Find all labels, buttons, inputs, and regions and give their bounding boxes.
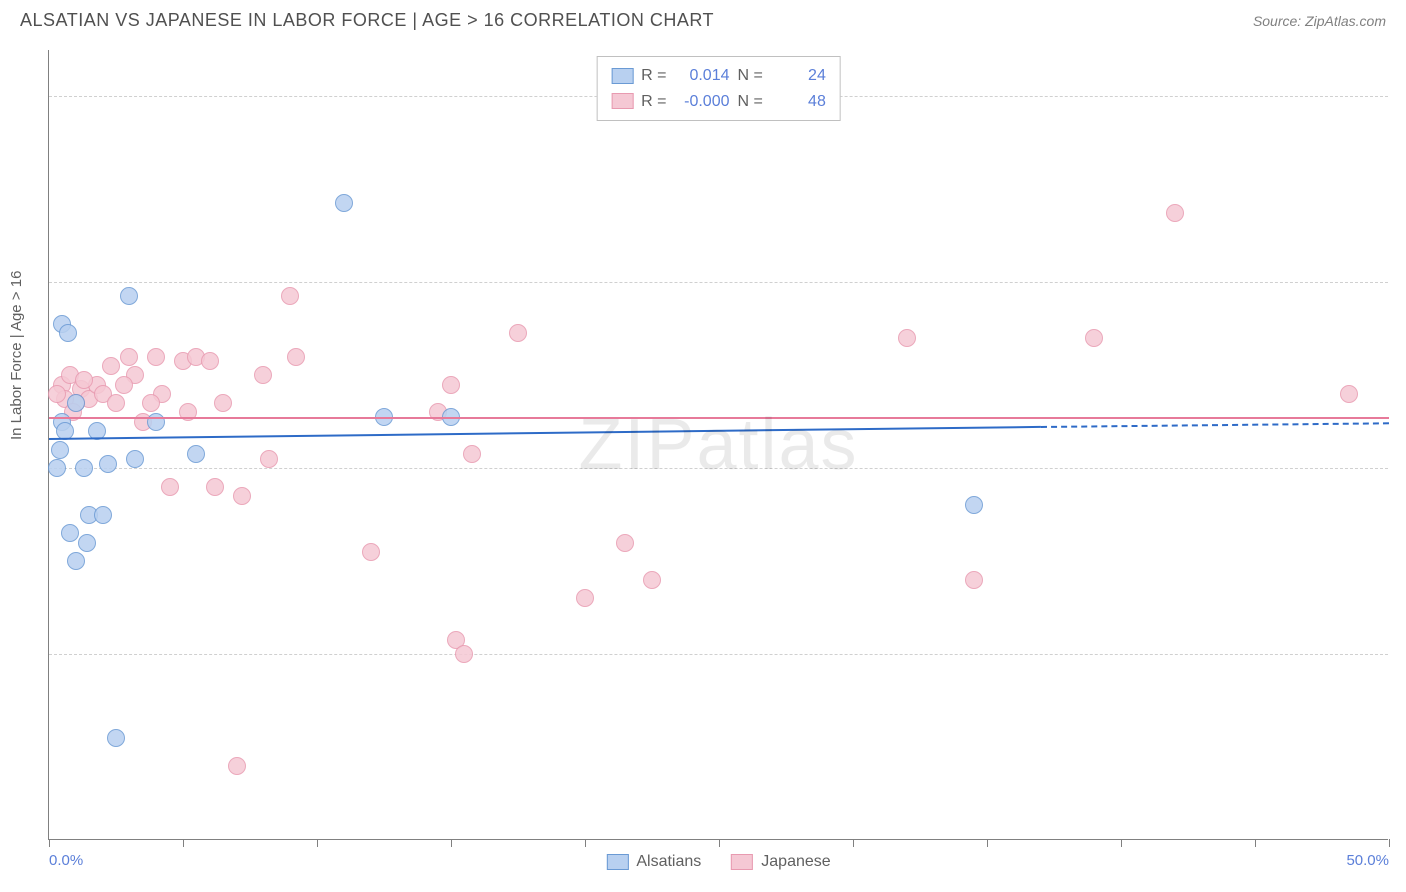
data-point bbox=[147, 413, 165, 431]
data-point bbox=[48, 385, 66, 403]
legend-row-alsatians: R = 0.014 N = 24 bbox=[611, 63, 826, 89]
data-point bbox=[233, 487, 251, 505]
correlation-legend: R = 0.014 N = 24 R = -0.000 N = 48 bbox=[596, 56, 841, 121]
legend-item-alsatians: Alsatians bbox=[606, 853, 701, 871]
x-tick bbox=[1121, 839, 1122, 847]
swatch-japanese bbox=[731, 854, 753, 870]
data-point bbox=[335, 194, 353, 212]
x-tick bbox=[183, 839, 184, 847]
data-point bbox=[107, 729, 125, 747]
trend-line bbox=[49, 426, 1041, 440]
y-tick-label: 60.0% bbox=[1398, 460, 1406, 477]
data-point bbox=[120, 348, 138, 366]
x-tick bbox=[1389, 839, 1390, 847]
data-point bbox=[228, 757, 246, 775]
data-point bbox=[643, 571, 661, 589]
data-point bbox=[1166, 204, 1184, 222]
x-tick bbox=[49, 839, 50, 847]
n-label: N = bbox=[738, 89, 763, 115]
data-point bbox=[78, 534, 96, 552]
data-point bbox=[51, 441, 69, 459]
r-label: R = bbox=[641, 63, 666, 89]
data-point bbox=[115, 376, 133, 394]
data-point bbox=[67, 552, 85, 570]
data-point bbox=[442, 376, 460, 394]
source-attribution: Source: ZipAtlas.com bbox=[1253, 13, 1386, 29]
x-tick bbox=[719, 839, 720, 847]
y-axis-label: In Labor Force | Age > 16 bbox=[8, 271, 25, 440]
chart-title: ALSATIAN VS JAPANESE IN LABOR FORCE | AG… bbox=[20, 10, 714, 31]
data-point bbox=[455, 645, 473, 663]
data-point bbox=[898, 329, 916, 347]
gridline bbox=[49, 654, 1388, 655]
data-point bbox=[75, 459, 93, 477]
r-value-japanese: -0.000 bbox=[675, 89, 730, 115]
data-point bbox=[107, 394, 125, 412]
x-tick bbox=[585, 839, 586, 847]
legend-label: Japanese bbox=[761, 853, 830, 871]
data-point bbox=[1340, 385, 1358, 403]
data-point bbox=[254, 366, 272, 384]
data-point bbox=[201, 352, 219, 370]
x-tick-label: 50.0% bbox=[1346, 852, 1389, 869]
swatch-japanese bbox=[611, 93, 633, 109]
data-point bbox=[99, 455, 117, 473]
n-value-alsatians: 24 bbox=[771, 63, 826, 89]
data-point bbox=[509, 324, 527, 342]
data-point bbox=[206, 478, 224, 496]
data-point bbox=[616, 534, 634, 552]
scatter-chart: ZIPatlas R = 0.014 N = 24 R = -0.000 N =… bbox=[48, 50, 1388, 840]
legend-item-japanese: Japanese bbox=[731, 853, 830, 871]
legend-row-japanese: R = -0.000 N = 48 bbox=[611, 89, 826, 115]
data-point bbox=[362, 543, 380, 561]
swatch-alsatians bbox=[606, 854, 628, 870]
x-tick bbox=[317, 839, 318, 847]
gridline bbox=[49, 468, 1388, 469]
data-point bbox=[965, 496, 983, 514]
r-label: R = bbox=[641, 89, 666, 115]
x-tick bbox=[1255, 839, 1256, 847]
data-point bbox=[94, 506, 112, 524]
r-value-alsatians: 0.014 bbox=[675, 63, 730, 89]
data-point bbox=[75, 371, 93, 389]
series-legend: Alsatians Japanese bbox=[606, 853, 830, 871]
data-point bbox=[67, 394, 85, 412]
data-point bbox=[260, 450, 278, 468]
data-point bbox=[1085, 329, 1103, 347]
chart-header: ALSATIAN VS JAPANESE IN LABOR FORCE | AG… bbox=[0, 0, 1406, 39]
n-label: N = bbox=[738, 63, 763, 89]
x-tick bbox=[987, 839, 988, 847]
gridline bbox=[49, 282, 1388, 283]
data-point bbox=[61, 524, 79, 542]
data-point bbox=[463, 445, 481, 463]
n-value-japanese: 48 bbox=[771, 89, 826, 115]
data-point bbox=[59, 324, 77, 342]
data-point bbox=[142, 394, 160, 412]
y-tick-label: 80.0% bbox=[1398, 274, 1406, 291]
x-tick bbox=[853, 839, 854, 847]
trend-line-extrapolated bbox=[1041, 423, 1389, 429]
data-point bbox=[48, 459, 66, 477]
data-point bbox=[147, 348, 165, 366]
x-tick bbox=[451, 839, 452, 847]
data-point bbox=[576, 589, 594, 607]
data-point bbox=[214, 394, 232, 412]
data-point bbox=[281, 287, 299, 305]
data-point bbox=[187, 445, 205, 463]
y-tick-label: 100.0% bbox=[1398, 88, 1406, 105]
x-tick-label: 0.0% bbox=[49, 852, 83, 869]
data-point bbox=[965, 571, 983, 589]
data-point bbox=[120, 287, 138, 305]
trend-line bbox=[49, 417, 1389, 419]
y-tick-label: 40.0% bbox=[1398, 646, 1406, 663]
watermark: ZIPatlas bbox=[578, 404, 858, 486]
data-point bbox=[102, 357, 120, 375]
data-point bbox=[161, 478, 179, 496]
swatch-alsatians bbox=[611, 68, 633, 84]
data-point bbox=[287, 348, 305, 366]
data-point bbox=[126, 450, 144, 468]
legend-label: Alsatians bbox=[636, 853, 701, 871]
